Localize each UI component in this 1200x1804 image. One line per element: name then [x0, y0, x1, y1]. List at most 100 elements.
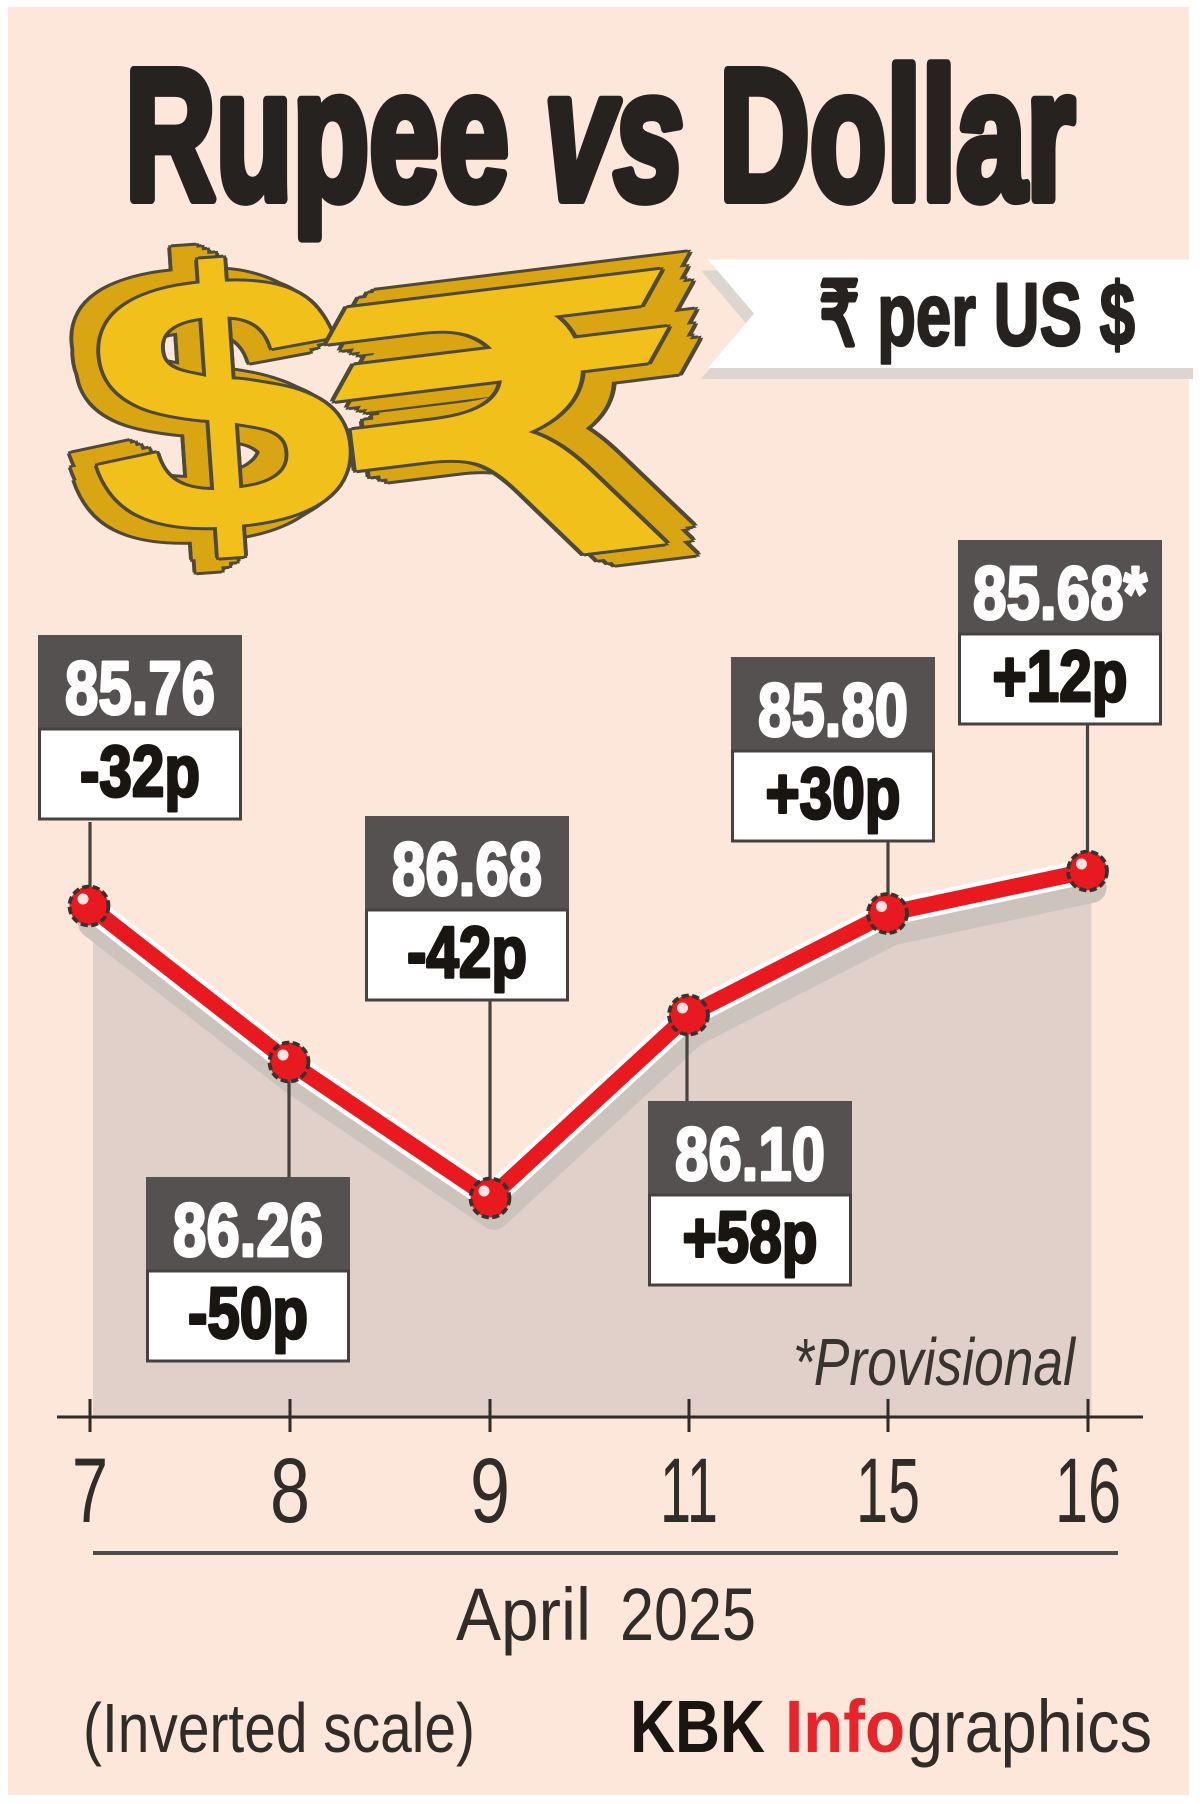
svg-text:₹: ₹ — [326, 208, 743, 650]
svg-text:$: $ — [76, 188, 368, 614]
svg-text:85.76: 85.76 — [65, 646, 215, 730]
svg-text:$: $ — [54, 185, 346, 611]
svg-text:₹: ₹ — [328, 222, 745, 664]
svg-text:$: $ — [66, 193, 358, 619]
svg-text:₹: ₹ — [312, 198, 729, 640]
svg-text:$: $ — [48, 203, 340, 629]
svg-text:₹ per US $: ₹ per US $ — [819, 264, 1135, 364]
svg-text:₹: ₹ — [317, 201, 734, 643]
svg-text:₹: ₹ — [308, 202, 725, 644]
svg-text:₹: ₹ — [325, 223, 742, 665]
svg-text:graphics: graphics — [907, 1685, 1152, 1768]
svg-text:₹: ₹ — [317, 197, 734, 639]
svg-text:-32p: -32p — [80, 732, 200, 812]
svg-text:+58p: +58p — [683, 1198, 818, 1278]
svg-text:$: $ — [62, 184, 354, 610]
svg-text:$: $ — [77, 190, 369, 616]
svg-text:$: $ — [57, 185, 349, 611]
svg-text:$: $ — [44, 192, 336, 618]
svg-text:₹: ₹ — [333, 193, 750, 635]
svg-text:₹: ₹ — [327, 223, 744, 665]
svg-text:$: $ — [47, 181, 339, 607]
svg-text:+12p: +12p — [993, 637, 1128, 717]
svg-text:$: $ — [53, 183, 345, 609]
svg-text:$: $ — [57, 189, 349, 615]
svg-text:$: $ — [57, 182, 349, 608]
svg-text:$: $ — [73, 187, 365, 613]
svg-text:₹: ₹ — [323, 206, 740, 648]
svg-text:$: $ — [47, 189, 339, 615]
svg-text:16: 16 — [1055, 1440, 1121, 1542]
svg-text:₹: ₹ — [309, 200, 726, 642]
svg-text:$: $ — [56, 179, 348, 605]
svg-text:$: $ — [54, 202, 346, 628]
svg-text:$: $ — [50, 178, 342, 604]
svg-text:₹: ₹ — [322, 199, 739, 641]
svg-text:$: $ — [58, 200, 350, 626]
svg-text:$: $ — [56, 203, 348, 629]
svg-text:₹: ₹ — [319, 217, 736, 659]
svg-text:₹: ₹ — [313, 206, 730, 648]
svg-text:₹: ₹ — [331, 222, 748, 664]
svg-text:₹: ₹ — [301, 214, 718, 656]
svg-text:$: $ — [62, 200, 354, 626]
svg-text:$: $ — [65, 186, 357, 612]
svg-text:$: $ — [64, 191, 356, 617]
svg-text:₹: ₹ — [331, 207, 748, 649]
svg-text:₹: ₹ — [304, 208, 721, 650]
svg-text:$: $ — [63, 194, 355, 620]
svg-text:$: $ — [66, 199, 358, 625]
svg-text:₹: ₹ — [330, 210, 747, 652]
svg-text:₹: ₹ — [313, 209, 730, 651]
svg-text:$: $ — [65, 189, 357, 615]
svg-text:$: $ — [71, 193, 363, 619]
svg-text:$: $ — [61, 182, 353, 608]
svg-text:₹: ₹ — [321, 218, 738, 660]
svg-text:$: $ — [43, 176, 335, 602]
svg-text:₹: ₹ — [304, 208, 721, 650]
svg-text:-42p: -42p — [407, 913, 527, 993]
svg-text:₹: ₹ — [328, 196, 745, 638]
svg-text:₹: ₹ — [323, 194, 740, 636]
svg-text:₹: ₹ — [318, 199, 735, 641]
svg-text:$: $ — [69, 185, 361, 611]
svg-text:₹: ₹ — [318, 219, 735, 661]
svg-text:₹: ₹ — [300, 208, 717, 650]
svg-text:8: 8 — [270, 1440, 310, 1542]
svg-text:₹: ₹ — [301, 214, 718, 656]
svg-text:$: $ — [49, 176, 341, 602]
svg-text:$: $ — [61, 194, 353, 620]
svg-text:₹: ₹ — [335, 224, 752, 666]
svg-text:$: $ — [46, 178, 338, 604]
svg-text:₹: ₹ — [317, 211, 734, 653]
svg-text:vs: vs — [544, 32, 684, 239]
svg-text:$: $ — [52, 183, 344, 609]
svg-text:*Provisional: *Provisional — [793, 1325, 1077, 1400]
svg-text:$: $ — [43, 178, 335, 604]
svg-text:$: $ — [73, 190, 365, 616]
svg-text:$: $ — [60, 184, 352, 610]
svg-text:$: $ — [49, 182, 341, 608]
svg-text:Dollar: Dollar — [719, 32, 1075, 239]
svg-text:₹: ₹ — [316, 199, 733, 641]
svg-text:₹: ₹ — [322, 208, 739, 650]
svg-text:April: April — [456, 1573, 591, 1656]
svg-text:11: 11 — [660, 1440, 718, 1542]
svg-text:₹: ₹ — [332, 225, 749, 667]
svg-text:₹: ₹ — [309, 210, 726, 652]
svg-text:₹: ₹ — [300, 208, 717, 650]
svg-text:$: $ — [76, 192, 368, 618]
svg-text:$: $ — [70, 188, 362, 614]
svg-text:$: $ — [63, 188, 355, 614]
svg-text:₹: ₹ — [296, 212, 713, 654]
svg-text:$: $ — [50, 190, 342, 616]
svg-text:$: $ — [50, 194, 342, 620]
svg-text:-50p: -50p — [188, 1274, 308, 1354]
svg-text:₹: ₹ — [326, 205, 743, 647]
svg-text:$: $ — [58, 197, 350, 623]
svg-text:$: $ — [69, 190, 361, 616]
svg-text:₹: ₹ — [327, 211, 744, 653]
svg-text:$: $ — [60, 188, 352, 614]
svg-text:₹: ₹ — [328, 193, 745, 635]
svg-text:$: $ — [63, 198, 355, 624]
